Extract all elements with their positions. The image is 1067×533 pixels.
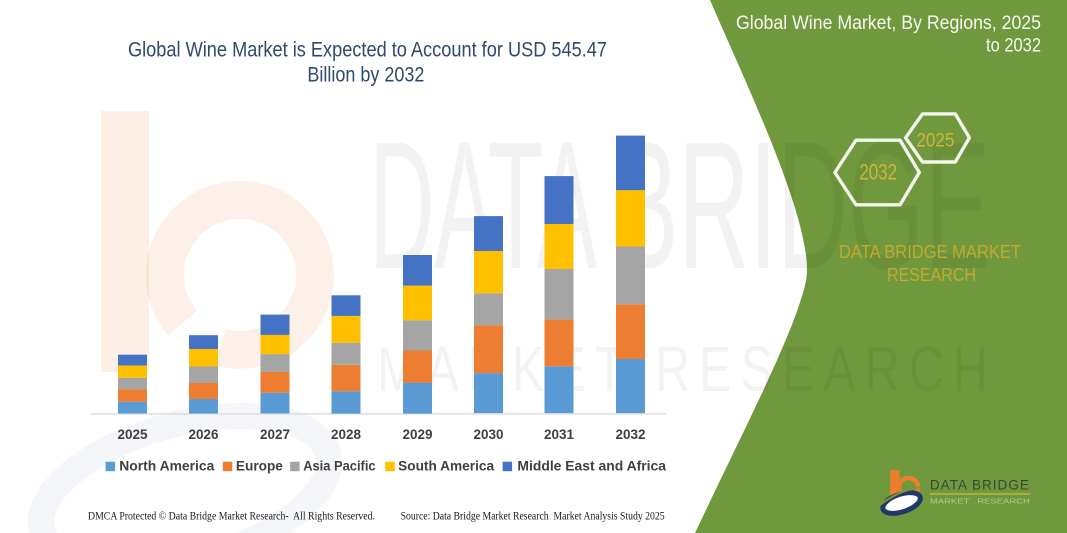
svg-text:2028: 2028 (331, 426, 361, 442)
svg-text:MARKET RESEARCH: MARKET RESEARCH (377, 333, 997, 405)
svg-text:Global Wine Market is Expected: Global Wine Market is Expected to Accoun… (128, 38, 607, 61)
svg-text:North America: North America (119, 459, 214, 474)
svg-text:2026: 2026 (189, 426, 219, 442)
svg-text:DATA BRIDGE: DATA BRIDGE (930, 478, 1030, 493)
svg-text:2025: 2025 (916, 131, 954, 152)
svg-text:DATA BRIDGE MARKET: DATA BRIDGE MARKET (839, 241, 1021, 262)
svg-text:Asia Pacific: Asia Pacific (303, 459, 376, 474)
svg-text:South America: South America (398, 459, 494, 474)
svg-text:2025: 2025 (118, 426, 148, 442)
svg-text:to 2032: to 2032 (986, 36, 1041, 57)
svg-text:Source: Data Bridge Market Res: Source: Data Bridge Market Research Mark… (401, 511, 665, 523)
svg-text:Middle East and Africa: Middle East and Africa (517, 459, 666, 474)
svg-text:2027: 2027 (260, 426, 290, 442)
svg-text:2032: 2032 (616, 426, 646, 442)
svg-text:RESEARCH: RESEARCH (887, 264, 976, 285)
svg-text:DMCA Protected © Data Bridge M: DMCA Protected © Data Bridge Market Rese… (88, 511, 375, 523)
svg-text:2031: 2031 (544, 426, 574, 442)
svg-text:Global Wine Market, By Regions: Global Wine Market, By Regions, 2025 (736, 13, 1041, 34)
svg-text:BRIDGE: BRIDGE (613, 103, 990, 307)
svg-text:2030: 2030 (474, 426, 504, 442)
svg-text:Europe: Europe (236, 459, 283, 474)
svg-text:Billion by 2032: Billion by 2032 (307, 64, 424, 87)
svg-text:2032: 2032 (859, 160, 897, 185)
svg-text:MARKET RESEARCH: MARKET RESEARCH (930, 499, 1030, 506)
svg-text:2029: 2029 (403, 426, 433, 442)
